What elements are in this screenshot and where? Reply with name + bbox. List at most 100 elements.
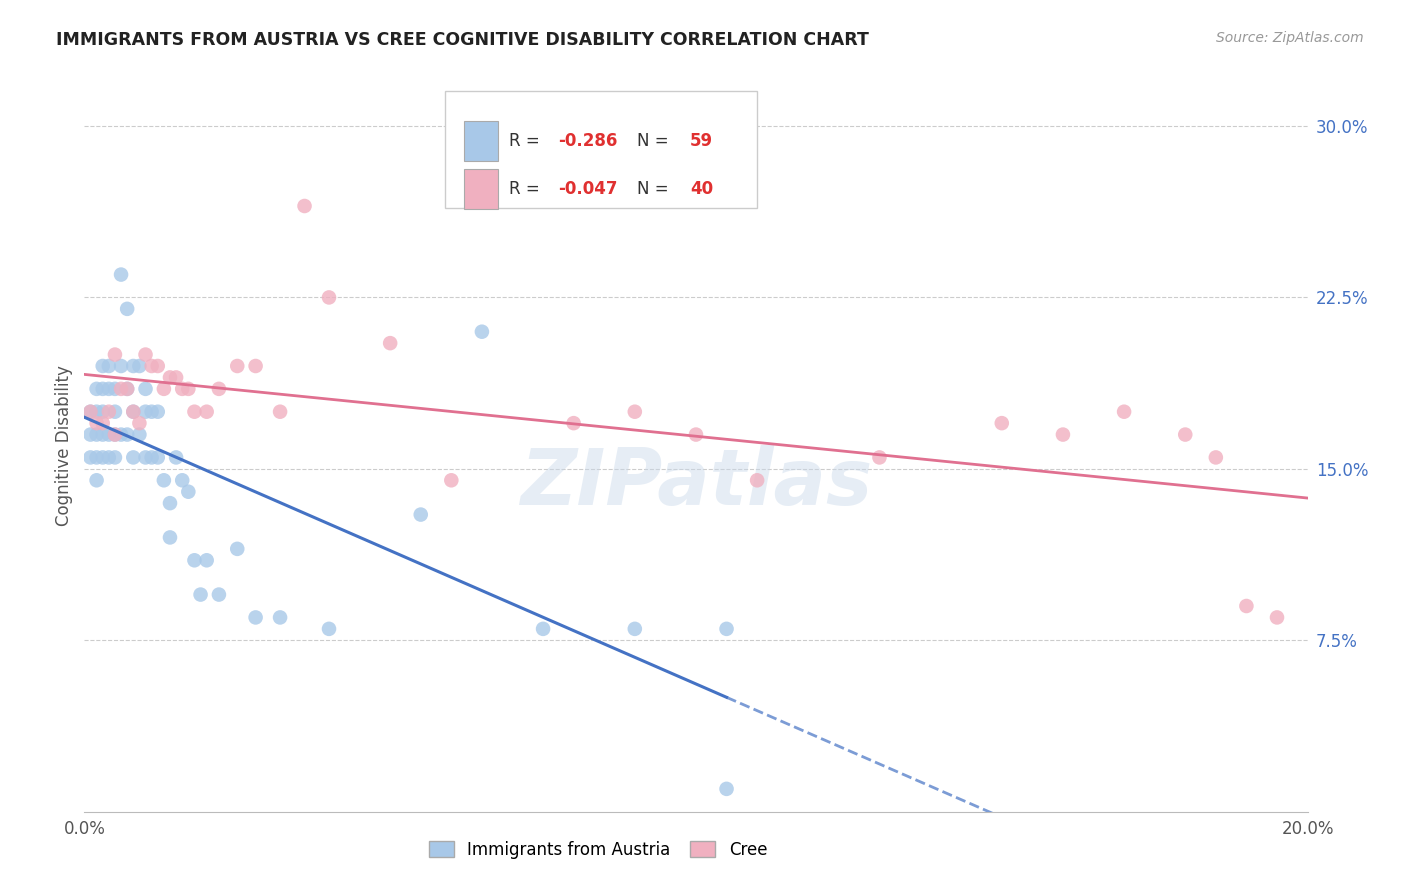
Point: [747, 473, 769, 487]
Point: [294, 199, 316, 213]
Point: [177, 382, 200, 396]
Point: [104, 427, 127, 442]
Point: [135, 450, 157, 465]
Point: [86, 450, 108, 465]
Point: [104, 450, 127, 465]
Text: 40: 40: [690, 180, 713, 198]
Point: [91, 416, 114, 430]
Point: [97, 359, 120, 373]
Point: [172, 382, 194, 396]
Point: [128, 427, 150, 442]
Point: [86, 427, 108, 442]
Point: [79, 405, 101, 419]
Point: [153, 473, 176, 487]
Point: [440, 473, 463, 487]
Point: [562, 416, 585, 430]
Point: [122, 405, 145, 419]
Point: [115, 427, 138, 442]
Point: [97, 450, 120, 465]
Point: [110, 427, 132, 442]
Point: [159, 530, 181, 544]
Point: [245, 359, 267, 373]
FancyBboxPatch shape: [464, 169, 498, 209]
Point: [122, 359, 145, 373]
Point: [531, 622, 554, 636]
Text: IMMIGRANTS FROM AUSTRIA VS CREE COGNITIVE DISABILITY CORRELATION CHART: IMMIGRANTS FROM AUSTRIA VS CREE COGNITIV…: [56, 31, 869, 49]
FancyBboxPatch shape: [464, 121, 498, 161]
Point: [624, 622, 647, 636]
Point: [110, 382, 132, 396]
Point: [269, 610, 291, 624]
Point: [86, 416, 108, 430]
Point: [1236, 599, 1258, 613]
Point: [86, 405, 108, 419]
Point: [86, 473, 108, 487]
Text: R =: R =: [509, 132, 544, 151]
Point: [79, 405, 101, 419]
Point: [79, 450, 101, 465]
Point: [104, 382, 127, 396]
Point: [409, 508, 432, 522]
Legend: Immigrants from Austria, Cree: Immigrants from Austria, Cree: [422, 834, 773, 865]
Point: [208, 588, 231, 602]
Point: [1205, 450, 1227, 465]
Point: [318, 290, 340, 304]
Text: Source: ZipAtlas.com: Source: ZipAtlas.com: [1216, 31, 1364, 45]
Point: [624, 405, 647, 419]
Point: [318, 622, 340, 636]
Point: [159, 370, 181, 384]
Point: [1265, 610, 1288, 624]
Text: N =: N =: [637, 180, 673, 198]
Text: N =: N =: [637, 132, 673, 151]
Point: [190, 588, 212, 602]
Point: [153, 382, 176, 396]
Point: [172, 473, 194, 487]
Point: [91, 359, 114, 373]
Point: [135, 382, 157, 396]
Point: [104, 347, 127, 362]
Point: [91, 382, 114, 396]
Point: [146, 359, 169, 373]
Point: [165, 370, 187, 384]
Point: [165, 450, 187, 465]
Point: [1174, 427, 1197, 442]
Point: [716, 781, 738, 796]
Point: [146, 405, 169, 419]
Point: [226, 541, 249, 556]
FancyBboxPatch shape: [446, 91, 758, 209]
Point: [685, 427, 707, 442]
Point: [177, 484, 200, 499]
Point: [226, 359, 249, 373]
Point: [141, 359, 163, 373]
Point: [141, 405, 163, 419]
Point: [104, 405, 127, 419]
Point: [115, 382, 138, 396]
Point: [91, 427, 114, 442]
Point: [91, 405, 114, 419]
Point: [1114, 405, 1136, 419]
Point: [128, 416, 150, 430]
Point: [135, 347, 157, 362]
Point: [122, 405, 145, 419]
Point: [716, 622, 738, 636]
Point: [146, 450, 169, 465]
Point: [1052, 427, 1074, 442]
Point: [195, 553, 218, 567]
Text: -0.047: -0.047: [558, 180, 617, 198]
Point: [195, 405, 218, 419]
Point: [91, 450, 114, 465]
Point: [104, 427, 127, 442]
Text: R =: R =: [509, 180, 544, 198]
Point: [128, 359, 150, 373]
Text: ZIPatlas: ZIPatlas: [520, 444, 872, 521]
Point: [110, 359, 132, 373]
Point: [159, 496, 181, 510]
Point: [79, 427, 101, 442]
Point: [208, 382, 231, 396]
Point: [380, 336, 402, 351]
Point: [97, 427, 120, 442]
Point: [869, 450, 891, 465]
Point: [245, 610, 267, 624]
Point: [183, 553, 205, 567]
Point: [115, 301, 138, 316]
